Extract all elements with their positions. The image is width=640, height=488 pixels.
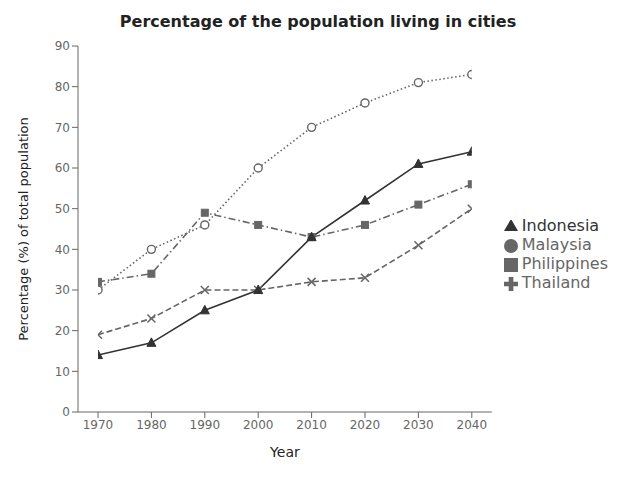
html-text:Philippines: Philippines: [521, 254, 608, 273]
svg-text:30: 30: [55, 283, 70, 297]
svg-text:1980: 1980: [136, 418, 167, 432]
svg-text:70: 70: [55, 121, 70, 135]
svg-text:10: 10: [55, 365, 70, 379]
svg-text:50: 50: [55, 202, 70, 216]
svg-text:1990: 1990: [190, 418, 221, 432]
svg-text:20: 20: [55, 324, 70, 338]
svg-text:90: 90: [55, 39, 70, 53]
svg-text:0: 0: [62, 405, 70, 419]
svg-text:2030: 2030: [403, 418, 434, 432]
svg-text:40: 40: [55, 243, 70, 257]
svg-text:Year: Year: [269, 444, 300, 460]
svg-text:2040: 2040: [457, 418, 488, 432]
svg-text:Percentage (%) of total popula: Percentage (%) of total population: [16, 117, 31, 341]
svg-text:80: 80: [55, 80, 70, 94]
svg-text:2000: 2000: [243, 418, 274, 432]
svg-text:2020: 2020: [350, 418, 381, 432]
html-text:Malaysia: Malaysia: [521, 235, 592, 254]
svg-text:2010: 2010: [296, 418, 327, 432]
svg-text:60: 60: [55, 161, 70, 175]
html-text:Indonesia: Indonesia: [521, 216, 600, 235]
html-text:Percentage of the population l: Percentage of the population living in c…: [119, 12, 517, 31]
html-text:Thailand: Thailand: [521, 273, 591, 292]
svg-text:1970: 1970: [83, 418, 114, 432]
